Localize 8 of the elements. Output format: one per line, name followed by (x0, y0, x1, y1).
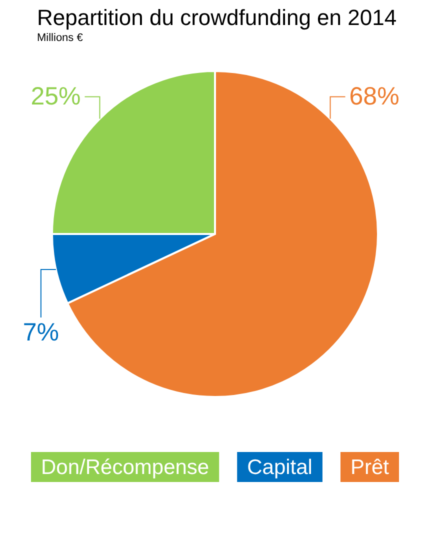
data-label: 7% (22, 318, 59, 347)
legend-label: Don/Récompense (41, 456, 210, 479)
chart-title: Repartition du crowdfunding en 2014 (37, 5, 397, 30)
data-label: 25% (30, 82, 81, 111)
legend-label: Prêt (350, 456, 390, 479)
data-label: 68% (349, 82, 400, 111)
legend-label: Capital (247, 456, 312, 479)
chart-subtitle: Millions € (37, 32, 83, 44)
